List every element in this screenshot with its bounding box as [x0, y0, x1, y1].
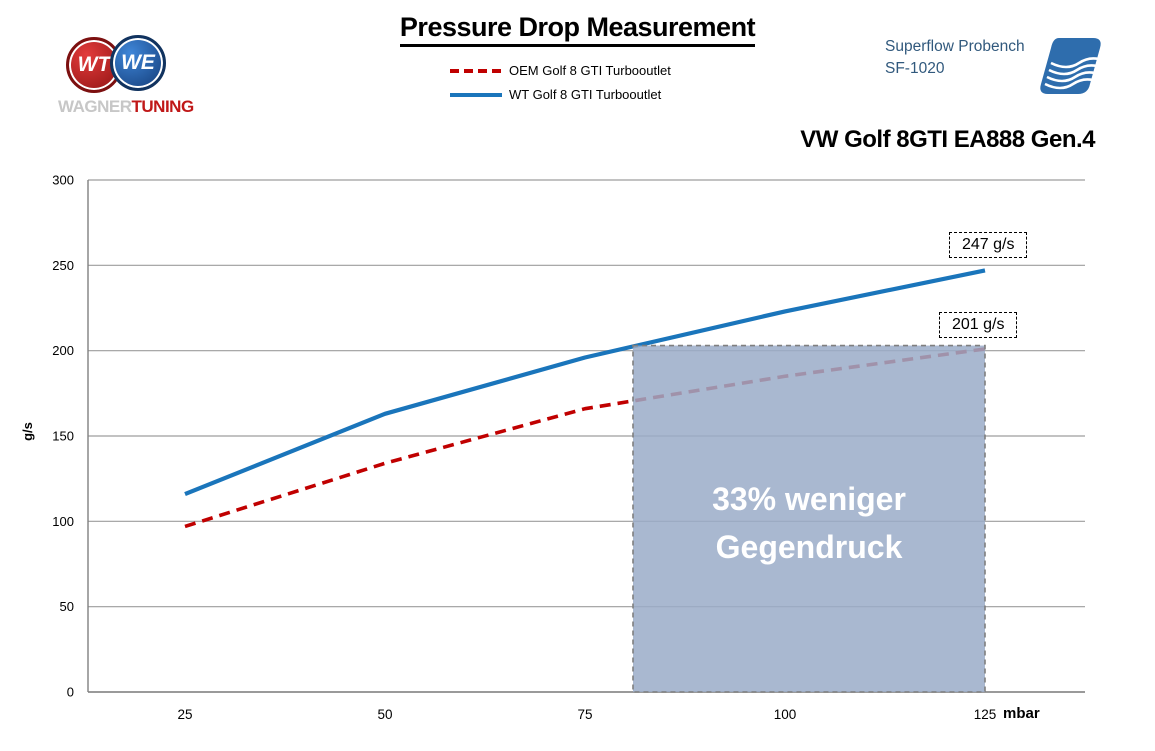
wagner-wordmark-red: TUNING [131, 97, 195, 116]
y-tick-250: 250 [52, 258, 74, 273]
legend-label-oem: OEM Golf 8 GTI Turbooutlet [509, 63, 671, 78]
y-tick-100: 100 [52, 514, 74, 529]
x-tick-25: 25 [177, 707, 192, 722]
callout-201gs: 201 g/s [939, 312, 1018, 338]
highlight-text-line1: 33% weniger [712, 481, 906, 517]
x-tick-100: 100 [774, 707, 797, 722]
superflow-wave-icon [1039, 38, 1106, 94]
legend-item-wt: WT Golf 8 GTI Turbooutlet [450, 87, 680, 102]
wagner-wordmark: WAGNERTUNING [58, 97, 194, 117]
chart-title: VW Golf 8GTI EA888 Gen.4 [800, 126, 1095, 153]
wagner-tuning-logo: WT WE WAGNERTUNING [58, 34, 194, 118]
x-tick-75: 75 [577, 707, 592, 722]
callout-247gs: 247 g/s [949, 232, 1028, 258]
x-tick-50: 50 [377, 707, 392, 722]
wagner-wordmark-gray: WAGNER [58, 97, 132, 116]
y-tick-200: 200 [52, 343, 74, 358]
y-tick-50: 50 [60, 599, 74, 614]
wt-solid-line-swatch [450, 92, 502, 97]
legend-label-wt: WT Golf 8 GTI Turbooutlet [509, 87, 662, 102]
y-tick-150: 150 [52, 429, 74, 444]
superflow-text: Superflow Probench SF-1020 [885, 36, 1025, 81]
highlight-text-line2: Gegendruck [716, 529, 903, 565]
x-axis-unit-label: mbar [1003, 705, 1040, 722]
legend-item-oem: OEM Golf 8 GTI Turbooutlet [450, 63, 680, 78]
wagner-we-badge-icon: WE [110, 35, 166, 91]
wagner-logo-circles: WT WE [58, 34, 178, 94]
header: Pressure Drop Measurement [0, 12, 1155, 47]
y-tick-300: 300 [52, 173, 74, 188]
x-tick-125: 125 [974, 707, 997, 722]
superflow-line1: Superflow Probench [885, 38, 1025, 55]
oem-dashed-line-swatch [450, 68, 502, 73]
highlight-region-border [632, 344, 986, 693]
page-title: Pressure Drop Measurement [399, 12, 756, 47]
series-line-wt [184, 268, 986, 496]
highlight-region [633, 345, 985, 692]
superflow-line2: SF-1020 [885, 60, 945, 78]
superflow-brand: Superflow Probench SF-1020 [885, 36, 1107, 96]
y-tick-0: 0 [67, 685, 74, 700]
y-axis-unit-label: g/s [19, 422, 35, 441]
chart-legend: OEM Golf 8 GTI Turbooutlet WT Golf 8 GTI… [0, 63, 1130, 102]
